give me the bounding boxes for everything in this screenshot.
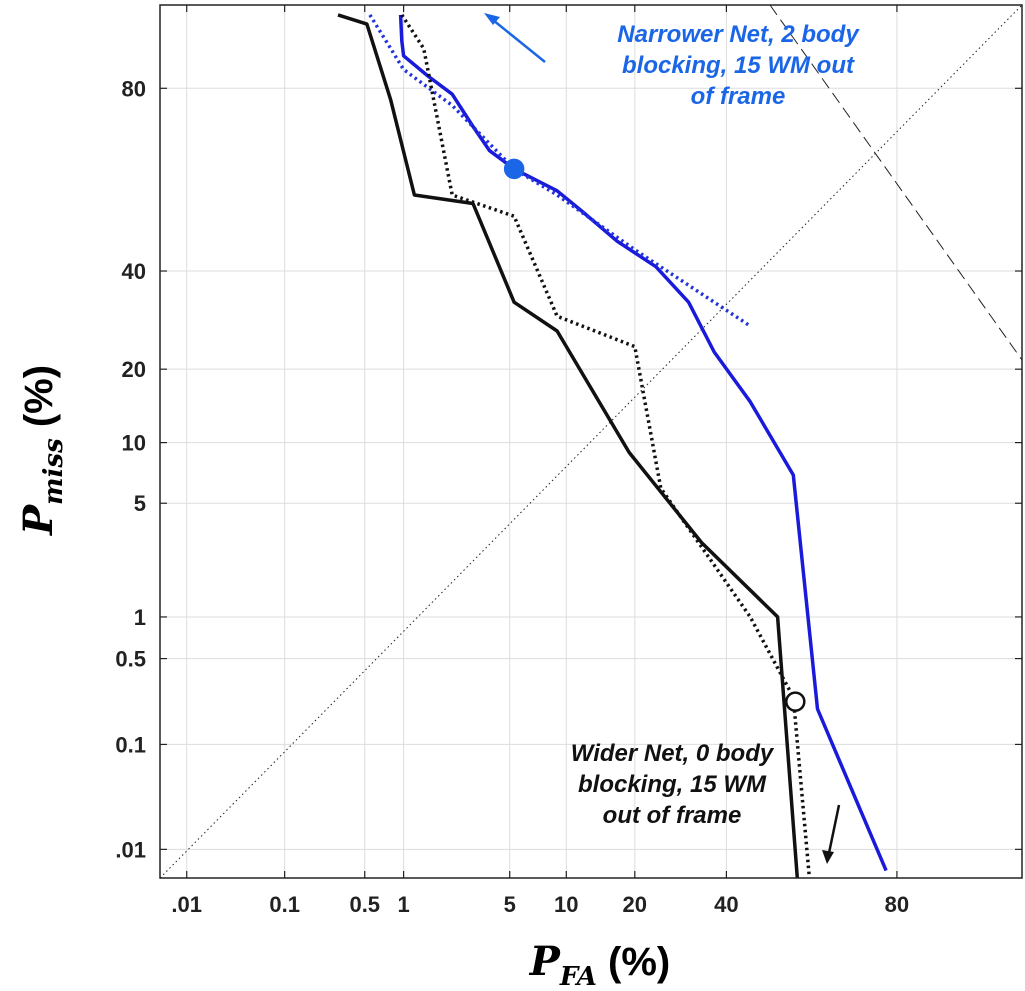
y-tick-label: 20 bbox=[122, 357, 146, 382]
dashed-reference-line bbox=[769, 4, 1023, 361]
y-tick-label: 0.5 bbox=[115, 647, 146, 672]
annotation-line: of frame bbox=[691, 83, 786, 110]
x-tick-label: 5 bbox=[504, 892, 516, 917]
annotations: Narrower Net, 2 body blocking, 15 WM out o… bbox=[571, 21, 861, 829]
x-tick-label: 1 bbox=[397, 892, 409, 917]
blue-arrow bbox=[492, 19, 546, 63]
y-tick-label: 1 bbox=[134, 605, 146, 630]
y-tick-label: 40 bbox=[122, 259, 146, 284]
operating-point-marker bbox=[785, 691, 806, 712]
x-tick-label: 10 bbox=[554, 892, 578, 917]
x-axis-label: PFA (%) bbox=[529, 938, 671, 991]
operating-point-marker bbox=[503, 158, 525, 180]
dotted-series-line bbox=[400, 13, 812, 879]
x-tick-label: 0.1 bbox=[269, 892, 300, 917]
x-tick-label: 80 bbox=[885, 892, 909, 917]
x-tick-label: 0.5 bbox=[349, 892, 380, 917]
annotation-text: Wider Net, 0 body blocking, 15 WM out of f… bbox=[571, 740, 775, 829]
y-tick-label: 80 bbox=[122, 76, 146, 101]
solid-series-line bbox=[337, 13, 800, 879]
x-tick-label: 20 bbox=[623, 892, 647, 917]
annotation-line: blocking, 15 WM bbox=[578, 771, 767, 798]
x-tick-label: .01 bbox=[171, 892, 202, 917]
plot-frame bbox=[159, 4, 1023, 879]
y-tick-label: 10 bbox=[122, 431, 146, 456]
black-arrow bbox=[827, 804, 841, 854]
y-axis-label: Pmiss (%) bbox=[15, 365, 69, 536]
black-arrowhead-icon bbox=[822, 850, 834, 864]
annotation-line: Wider Net, 0 body bbox=[571, 740, 775, 767]
annotation-line: blocking, 15 WM out bbox=[622, 52, 855, 79]
y-tick-label: .01 bbox=[115, 837, 146, 862]
markers-group bbox=[503, 158, 806, 712]
y-tick-label: 5 bbox=[134, 491, 146, 516]
y-tick-label: 0.1 bbox=[115, 732, 146, 757]
blue-arrowhead-icon bbox=[484, 13, 500, 25]
solid-series-line bbox=[398, 14, 888, 872]
annotation-line: Narrower Net, 2 body bbox=[617, 21, 860, 48]
reference-lines bbox=[159, 4, 1023, 879]
annotation-text: Narrower Net, 2 body blocking, 15 WM out o… bbox=[617, 21, 860, 110]
annotation-line: out of frame bbox=[603, 802, 742, 829]
series-group bbox=[337, 13, 888, 879]
tick-labels: .01 0.1 0.5 1 5 10 20 40 80 .01 0.1 0.5 1 5 10 20 40 80 bbox=[115, 5, 1022, 917]
x-tick-label: 40 bbox=[714, 892, 738, 917]
equal-error-diagonal bbox=[159, 4, 1023, 879]
